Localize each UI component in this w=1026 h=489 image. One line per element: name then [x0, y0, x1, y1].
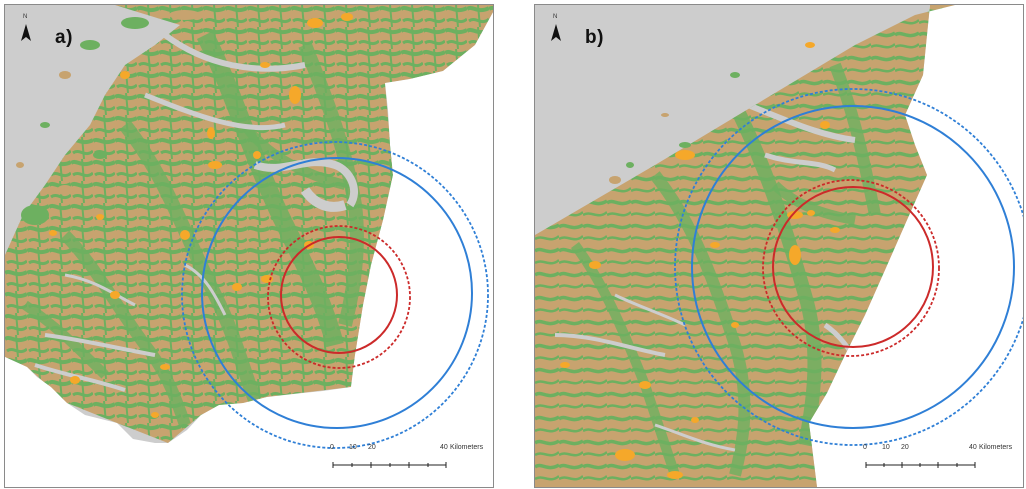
panel-label-a: a) — [55, 27, 73, 48]
map-b-canvas — [535, 5, 1023, 487]
rings-a — [181, 141, 489, 449]
scale-tick-20: 20 — [368, 444, 376, 451]
inner-buffer-ring — [762, 179, 940, 357]
scale-tick-10: 10 — [882, 444, 890, 451]
outside-study-area — [5, 5, 493, 487]
scale-tick-10: 10 — [349, 444, 357, 451]
scale-bar-b: 0 10 20 40 Kilometers — [863, 444, 1020, 473]
outer-zone-ring — [691, 105, 1015, 429]
orange-patches-a — [49, 13, 353, 418]
scale-unit: Kilometers — [979, 444, 1013, 451]
inner-zone-ring — [280, 236, 398, 354]
scale-tick-0: 0 — [863, 444, 867, 451]
north-arrow-icon — [551, 24, 561, 41]
scale-unit: Kilometers — [450, 444, 484, 451]
panel-label-b: b) — [585, 27, 604, 48]
north-arrow: N — [19, 14, 33, 51]
land-cover-a — [5, 5, 493, 443]
scale-tick-40: 40 — [440, 444, 448, 451]
outside-study-area — [809, 5, 1023, 487]
scale-bar-line — [332, 462, 447, 468]
north-letter: N — [553, 14, 558, 20]
outer-buffer-ring — [181, 141, 489, 449]
map-panel-b: N b) 0 10 20 40 Kilometers — [534, 4, 1024, 488]
scale-bar-line — [865, 462, 976, 468]
north-letter: N — [23, 14, 28, 20]
north-arrow-icon — [21, 24, 31, 41]
north-arrow: N — [549, 14, 563, 51]
inner-buffer-ring — [267, 225, 411, 369]
outer-zone-ring — [201, 157, 473, 429]
orange-patches-b — [560, 42, 840, 479]
inner-zone-ring — [772, 186, 934, 348]
map-panel-a: N a) 0 10 20 40 Kilometers — [4, 4, 494, 488]
map-a-canvas — [5, 5, 493, 487]
scale-tick-40: 40 — [969, 444, 977, 451]
islands-b — [590, 72, 740, 213]
scale-tick-0: 0 — [330, 444, 334, 451]
scale-bar-a: 0 10 20 40 Kilometers — [330, 444, 490, 473]
islands-a — [16, 10, 201, 225]
scale-tick-20: 20 — [901, 444, 909, 451]
rings-b — [674, 88, 1023, 446]
